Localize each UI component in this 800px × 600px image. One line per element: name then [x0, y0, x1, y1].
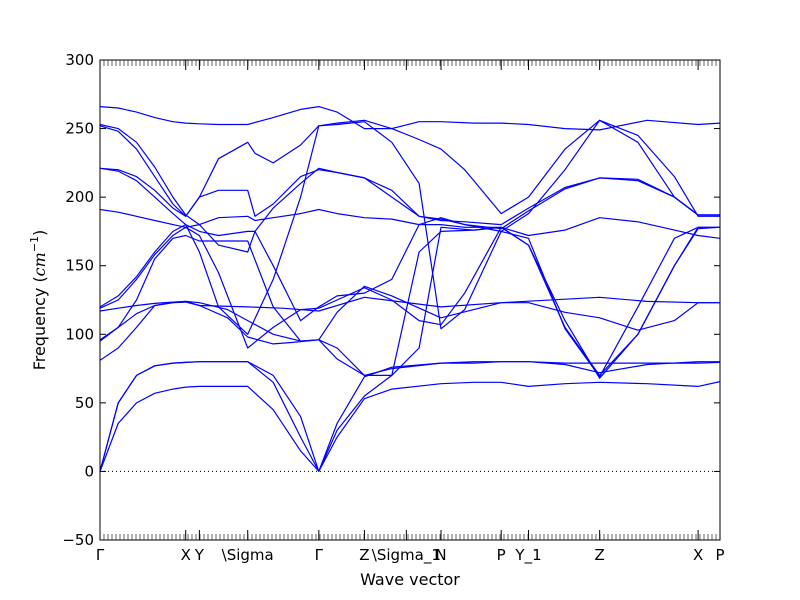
y-tick-label: 250 [65, 120, 94, 138]
x-tick-label: \Sigma_1 [372, 546, 441, 565]
y-axis-unit-exponent: −1 [28, 236, 41, 252]
y-tick-label: 0 [84, 462, 94, 480]
x-tick-label: N [435, 546, 446, 564]
band-line-1 [100, 381, 720, 472]
band-line-3 [100, 361, 320, 472]
band-line-6 [100, 285, 720, 361]
x-tick-label: Γ [96, 546, 105, 564]
plot-frame [99, 59, 721, 541]
y-tick-label: −50 [62, 531, 94, 549]
x-tick-label: X [693, 546, 703, 564]
band-line-16 [318, 226, 502, 472]
band-line-7 [100, 226, 720, 376]
y-tick-label: 100 [65, 325, 94, 343]
x-axis-ticks: Γ X Y \Sigma Γ Z \Sigma_1N P Y_1 Z X P [96, 60, 725, 565]
x-tick-label: Y_1 [514, 546, 541, 565]
series-group [100, 105, 720, 472]
x-tick-label: Γ [315, 546, 324, 564]
y-tick-label: 300 [65, 51, 94, 69]
band-line-11 [100, 167, 720, 226]
y-tick-label: 50 [75, 394, 94, 412]
x-tick-label: Y [194, 546, 205, 564]
x-tick-label: X [181, 546, 191, 564]
x-tick-label: P [715, 546, 724, 564]
minor-ticks [103, 60, 717, 540]
x-tick-label: P [497, 546, 506, 564]
y-axis-ticks: −50 0 50 100 150 200 250 300 [62, 51, 720, 549]
band-line-4 [100, 296, 720, 312]
band-line-9 [100, 208, 720, 239]
y-tick-label: 200 [65, 188, 94, 206]
y-axis-label-close: ) [30, 230, 49, 236]
band-line-13 [100, 119, 720, 322]
band-line-14 [100, 105, 720, 131]
y-axis-label: Frequency (cm−1) [28, 230, 49, 371]
x-tick-label: Z [359, 546, 369, 564]
y-axis-label-text: Frequency [30, 288, 49, 371]
x-axis-label: Wave vector [360, 570, 460, 589]
band-line-15 [100, 226, 720, 379]
plot-area [100, 60, 720, 540]
y-tick-label: 150 [65, 257, 94, 275]
x-tick-label: \Sigma [222, 546, 274, 564]
y-axis-unit: cm [30, 252, 49, 276]
x-tick-label: Z [595, 546, 605, 564]
